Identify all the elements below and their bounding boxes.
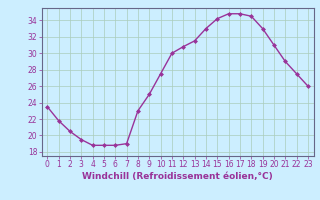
X-axis label: Windchill (Refroidissement éolien,°C): Windchill (Refroidissement éolien,°C) bbox=[82, 172, 273, 181]
